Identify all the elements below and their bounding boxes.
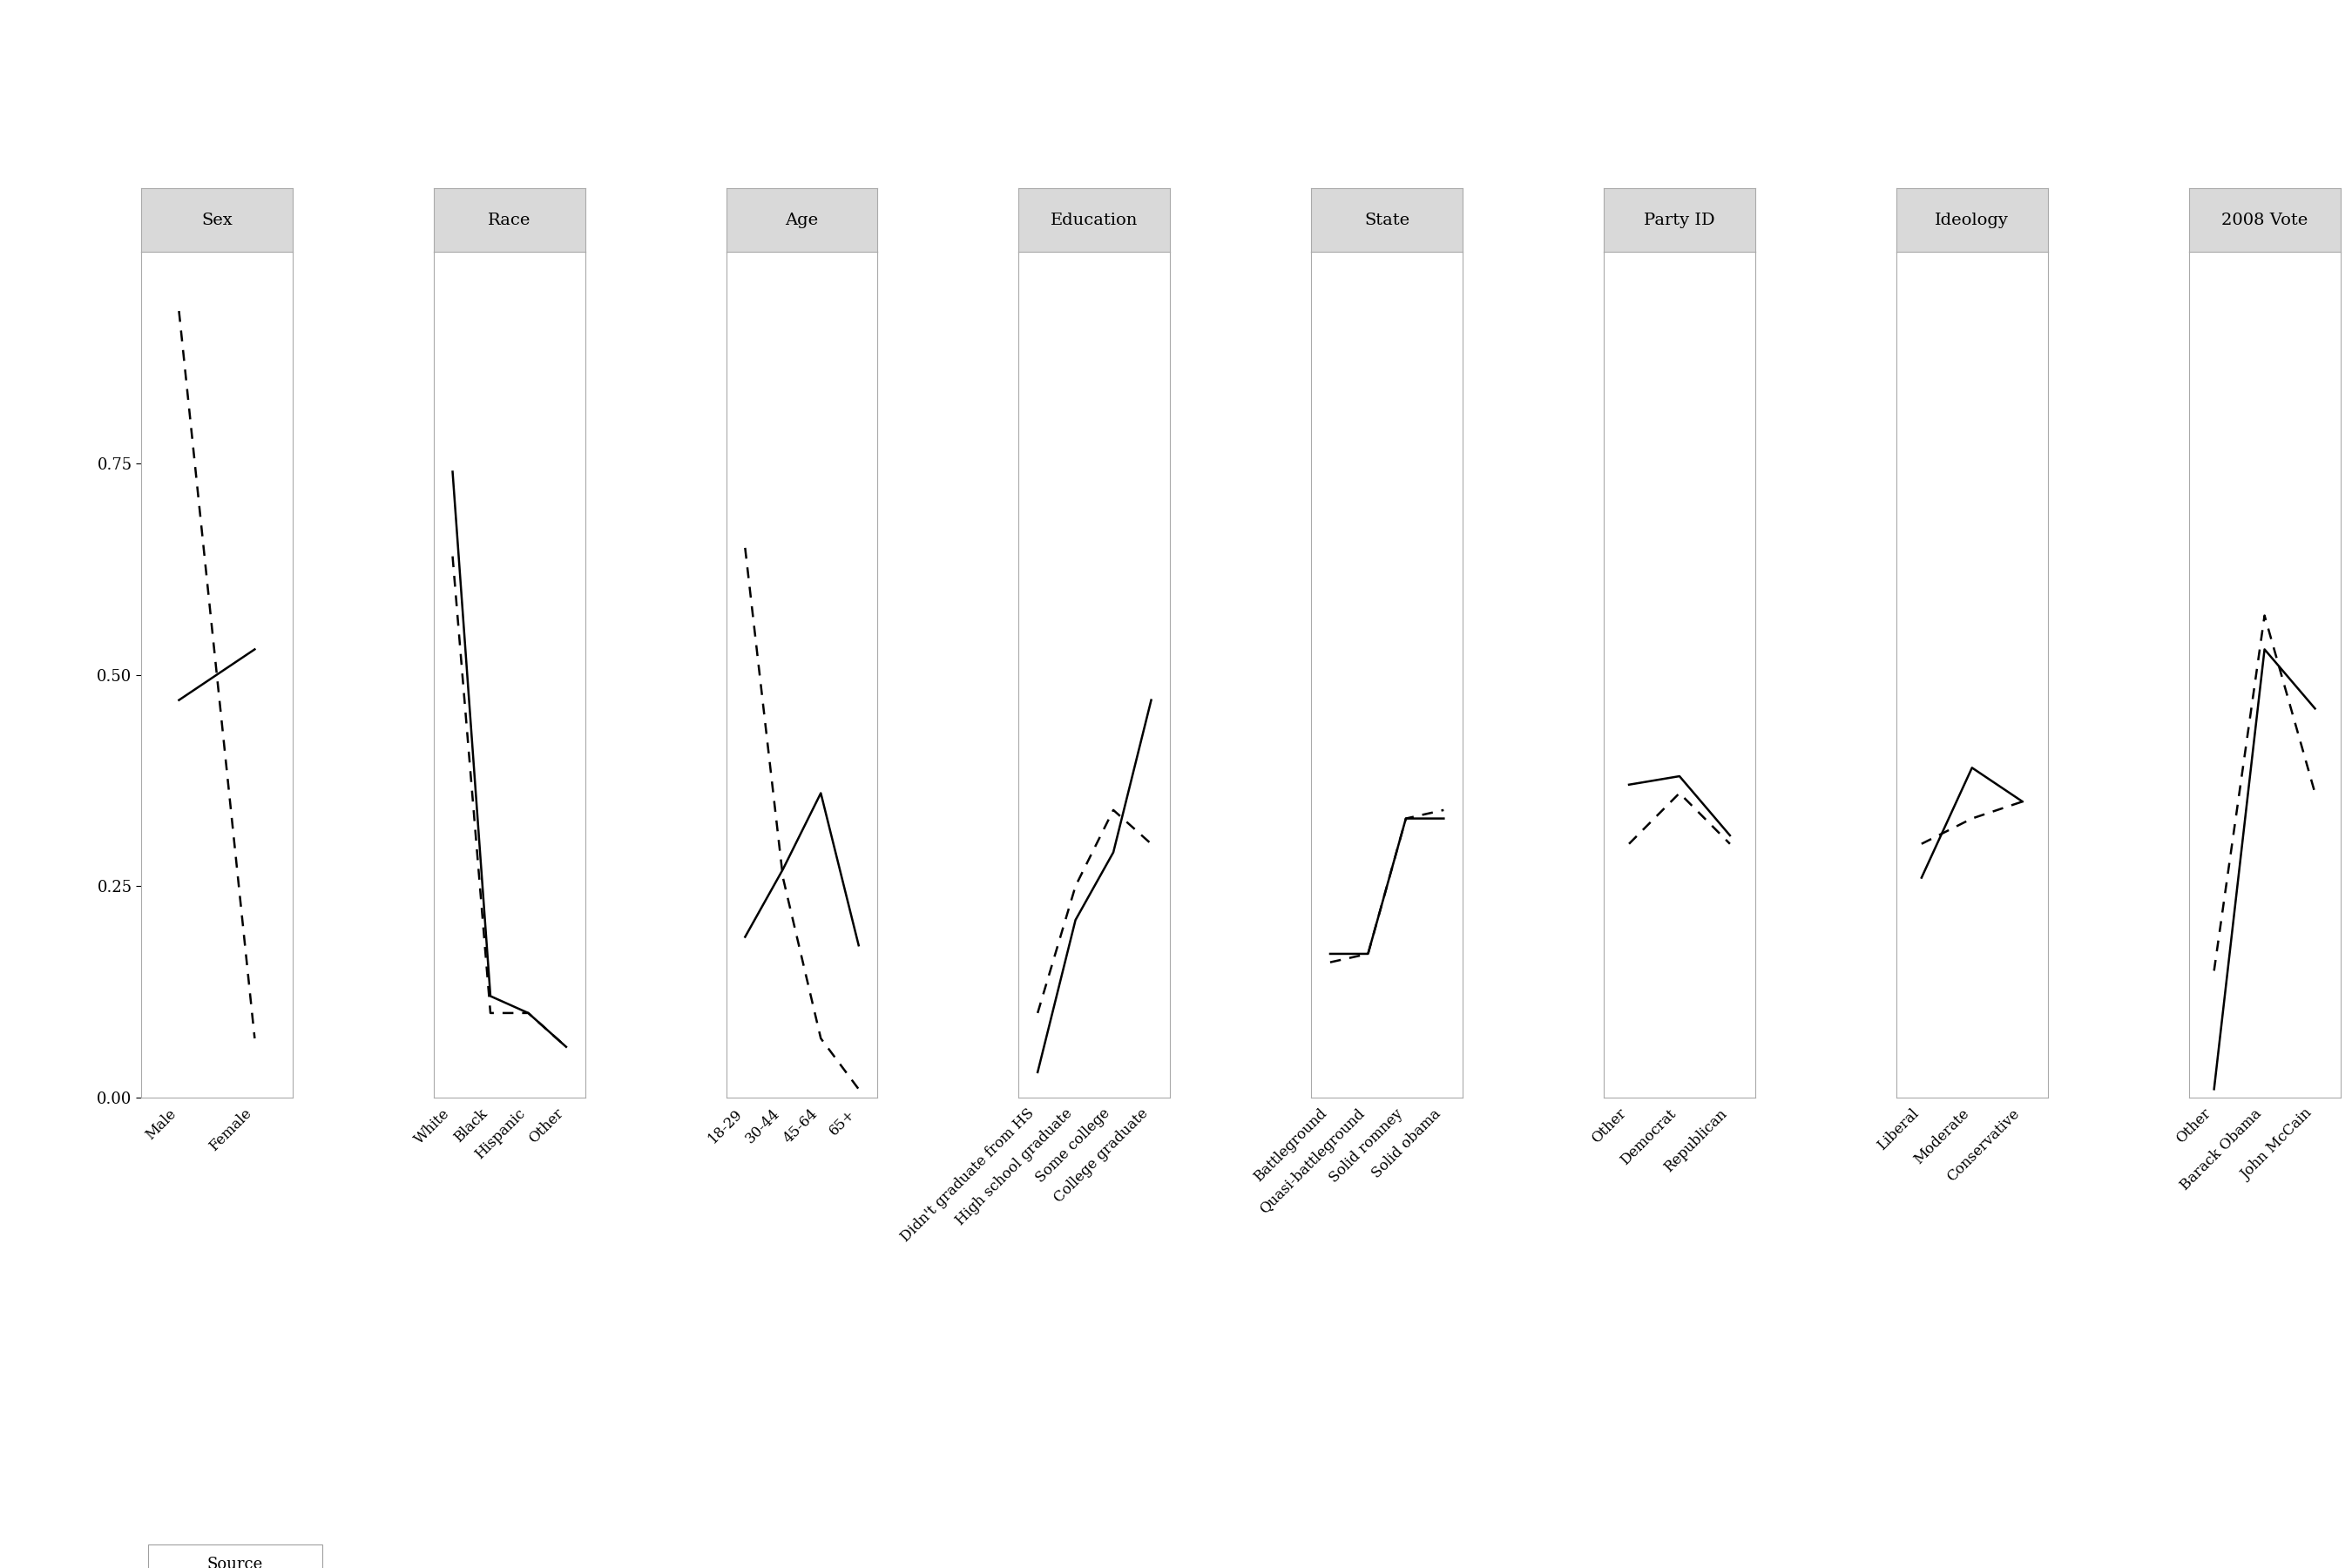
Text: State: State xyxy=(1364,212,1409,227)
Text: Party ID: Party ID xyxy=(1644,212,1715,227)
Text: Age: Age xyxy=(786,212,818,227)
Legend: 2012 Exit Poll, Xbox: 2012 Exit Poll, Xbox xyxy=(148,1544,322,1568)
Text: 2008 Vote: 2008 Vote xyxy=(2220,212,2307,227)
Text: Race: Race xyxy=(487,212,532,227)
Text: Education: Education xyxy=(1051,212,1138,227)
Text: Ideology: Ideology xyxy=(1936,212,2009,227)
Text: Sex: Sex xyxy=(202,212,233,227)
